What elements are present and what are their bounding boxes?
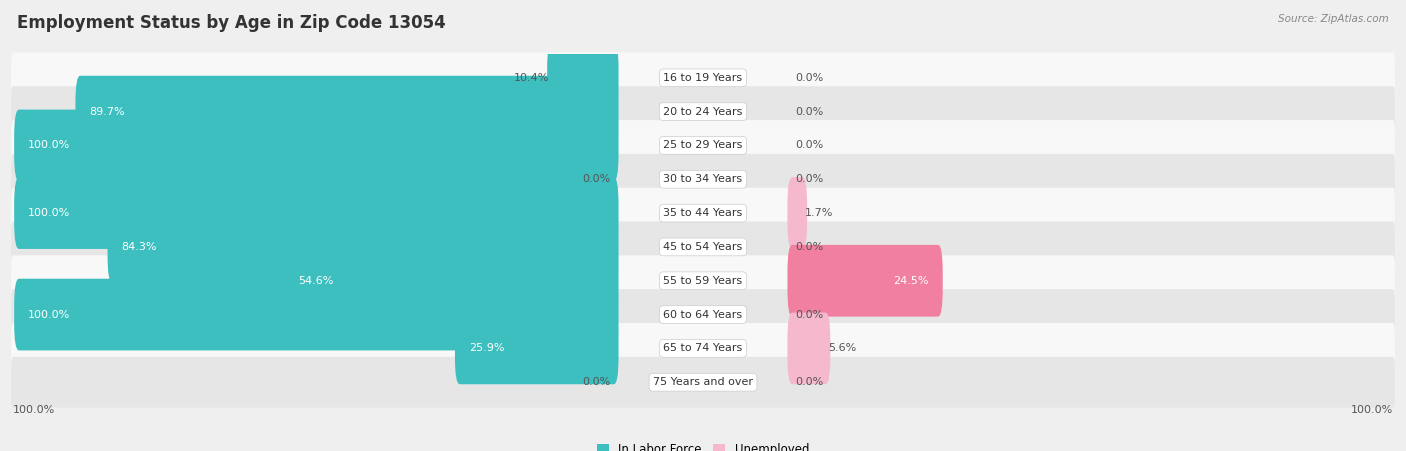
Legend: In Labor Force, Unemployed: In Labor Force, Unemployed <box>598 443 808 451</box>
FancyBboxPatch shape <box>787 313 831 384</box>
FancyBboxPatch shape <box>11 255 1395 306</box>
FancyBboxPatch shape <box>547 42 619 114</box>
FancyBboxPatch shape <box>11 289 1395 340</box>
Text: 0.0%: 0.0% <box>796 106 824 117</box>
FancyBboxPatch shape <box>11 323 1395 374</box>
FancyBboxPatch shape <box>11 221 1395 272</box>
Text: 100.0%: 100.0% <box>28 309 70 320</box>
FancyBboxPatch shape <box>787 245 942 317</box>
Text: 0.0%: 0.0% <box>796 140 824 151</box>
Text: 25 to 29 Years: 25 to 29 Years <box>664 140 742 151</box>
FancyBboxPatch shape <box>456 313 619 384</box>
Text: 24.5%: 24.5% <box>894 276 929 286</box>
Text: 0.0%: 0.0% <box>796 242 824 252</box>
FancyBboxPatch shape <box>284 245 619 317</box>
FancyBboxPatch shape <box>11 86 1395 137</box>
Text: 20 to 24 Years: 20 to 24 Years <box>664 106 742 117</box>
Text: 100.0%: 100.0% <box>1351 405 1393 415</box>
Text: 60 to 64 Years: 60 to 64 Years <box>664 309 742 320</box>
Text: 0.0%: 0.0% <box>582 377 610 387</box>
FancyBboxPatch shape <box>11 154 1395 205</box>
Text: 1.7%: 1.7% <box>806 208 834 218</box>
Text: 100.0%: 100.0% <box>28 208 70 218</box>
Text: 75 Years and over: 75 Years and over <box>652 377 754 387</box>
FancyBboxPatch shape <box>11 52 1395 103</box>
Text: 5.6%: 5.6% <box>828 343 856 354</box>
Text: 89.7%: 89.7% <box>89 106 125 117</box>
Text: 65 to 74 Years: 65 to 74 Years <box>664 343 742 354</box>
Text: 0.0%: 0.0% <box>796 174 824 184</box>
Text: Source: ZipAtlas.com: Source: ZipAtlas.com <box>1278 14 1389 23</box>
Text: 25.9%: 25.9% <box>468 343 505 354</box>
FancyBboxPatch shape <box>14 110 619 181</box>
Text: 55 to 59 Years: 55 to 59 Years <box>664 276 742 286</box>
Text: 0.0%: 0.0% <box>796 377 824 387</box>
FancyBboxPatch shape <box>787 177 807 249</box>
Text: 16 to 19 Years: 16 to 19 Years <box>664 73 742 83</box>
FancyBboxPatch shape <box>11 120 1395 171</box>
Text: 100.0%: 100.0% <box>28 140 70 151</box>
Text: 0.0%: 0.0% <box>796 73 824 83</box>
FancyBboxPatch shape <box>14 177 619 249</box>
Text: 0.0%: 0.0% <box>796 309 824 320</box>
FancyBboxPatch shape <box>11 357 1395 408</box>
FancyBboxPatch shape <box>14 279 619 350</box>
Text: 10.4%: 10.4% <box>513 73 548 83</box>
FancyBboxPatch shape <box>107 211 619 283</box>
Text: 0.0%: 0.0% <box>582 174 610 184</box>
Text: Employment Status by Age in Zip Code 13054: Employment Status by Age in Zip Code 130… <box>17 14 446 32</box>
Text: 45 to 54 Years: 45 to 54 Years <box>664 242 742 252</box>
Text: 35 to 44 Years: 35 to 44 Years <box>664 208 742 218</box>
FancyBboxPatch shape <box>11 188 1395 239</box>
FancyBboxPatch shape <box>76 76 619 147</box>
Text: 84.3%: 84.3% <box>121 242 156 252</box>
Text: 30 to 34 Years: 30 to 34 Years <box>664 174 742 184</box>
Text: 54.6%: 54.6% <box>298 276 333 286</box>
Text: 100.0%: 100.0% <box>13 405 55 415</box>
